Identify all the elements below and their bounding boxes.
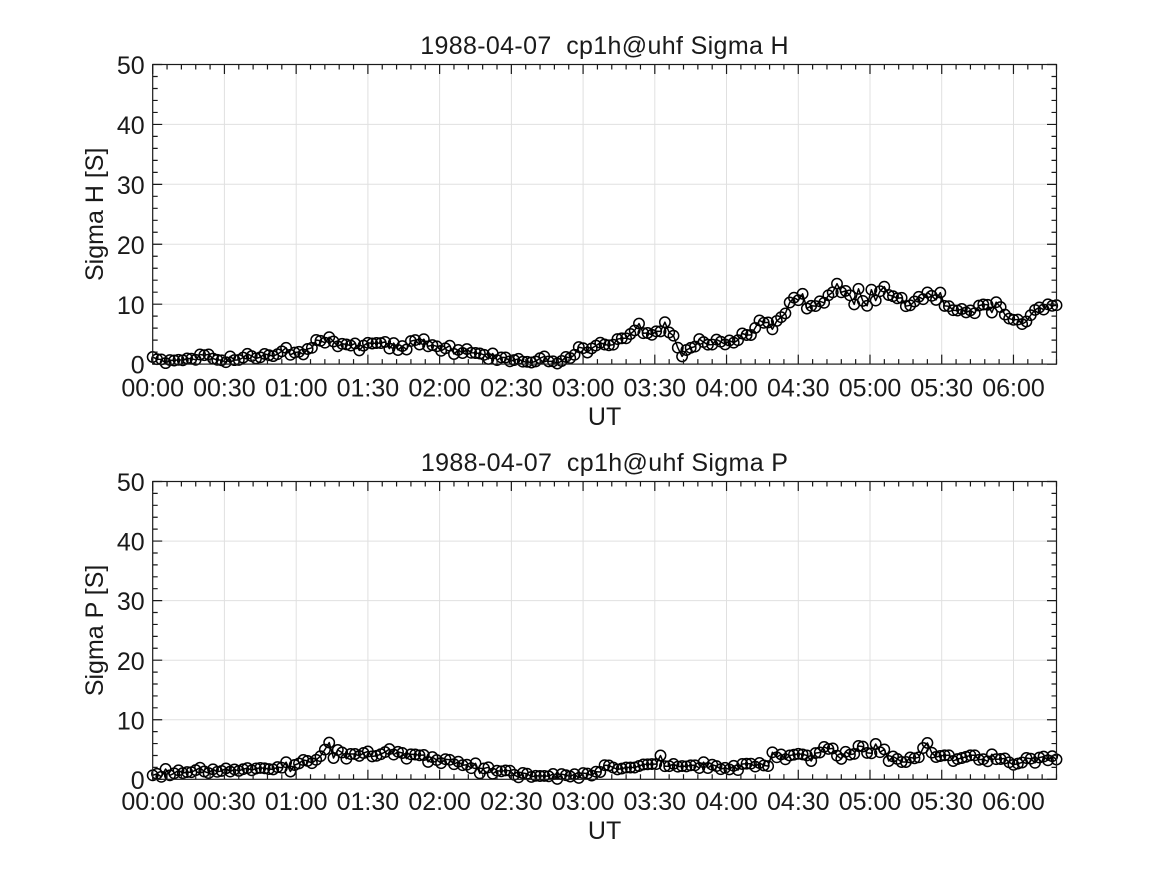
svg-text:50: 50 (117, 469, 145, 497)
svg-text:02:00: 02:00 (408, 375, 471, 403)
svg-text:05:30: 05:30 (910, 375, 973, 403)
svg-text:0: 0 (131, 767, 145, 795)
svg-text:00:00: 00:00 (121, 375, 184, 403)
svg-text:02:00: 02:00 (408, 788, 471, 816)
svg-text:1988-04-07 cp1h@uhf Sigma P: 1988-04-07 cp1h@uhf Sigma P (421, 449, 788, 477)
svg-text:04:30: 04:30 (767, 375, 830, 403)
svg-text:06:00: 06:00 (982, 375, 1045, 403)
svg-text:00:30: 00:30 (193, 375, 256, 403)
svg-text:01:30: 01:30 (337, 788, 400, 816)
svg-text:03:30: 03:30 (624, 788, 687, 816)
svg-text:1988-04-07 cp1h@uhf Sigma H: 1988-04-07 cp1h@uhf Sigma H (420, 32, 789, 60)
svg-text:04:00: 04:00 (695, 375, 758, 403)
svg-text:06:00: 06:00 (982, 788, 1045, 816)
svg-text:40: 40 (117, 112, 145, 140)
svg-text:01:30: 01:30 (337, 375, 400, 403)
svg-text:05:00: 05:00 (839, 375, 902, 403)
svg-text:Sigma P [S]: Sigma P [S] (81, 565, 109, 697)
svg-text:10: 10 (117, 292, 145, 320)
svg-text:30: 30 (117, 172, 145, 200)
svg-text:UT: UT (588, 817, 621, 845)
svg-text:20: 20 (117, 648, 145, 676)
svg-text:10: 10 (117, 707, 145, 735)
svg-text:05:30: 05:30 (910, 788, 973, 816)
svg-text:30: 30 (117, 588, 145, 616)
svg-text:03:30: 03:30 (624, 375, 687, 403)
svg-text:UT: UT (588, 403, 621, 431)
svg-text:04:30: 04:30 (767, 788, 830, 816)
svg-text:02:30: 02:30 (480, 375, 543, 403)
svg-text:Sigma H [S]: Sigma H [S] (81, 148, 109, 281)
svg-text:02:30: 02:30 (480, 788, 543, 816)
svg-text:00:00: 00:00 (121, 788, 184, 816)
svg-text:00:30: 00:30 (193, 788, 256, 816)
svg-text:0: 0 (131, 352, 145, 380)
svg-text:04:00: 04:00 (695, 788, 758, 816)
svg-text:01:00: 01:00 (265, 788, 328, 816)
svg-text:01:00: 01:00 (265, 375, 328, 403)
svg-text:50: 50 (117, 52, 145, 80)
svg-text:40: 40 (117, 529, 145, 557)
svg-text:03:00: 03:00 (552, 375, 615, 403)
svg-text:20: 20 (117, 232, 145, 260)
svg-text:03:00: 03:00 (552, 788, 615, 816)
svg-text:05:00: 05:00 (839, 788, 902, 816)
